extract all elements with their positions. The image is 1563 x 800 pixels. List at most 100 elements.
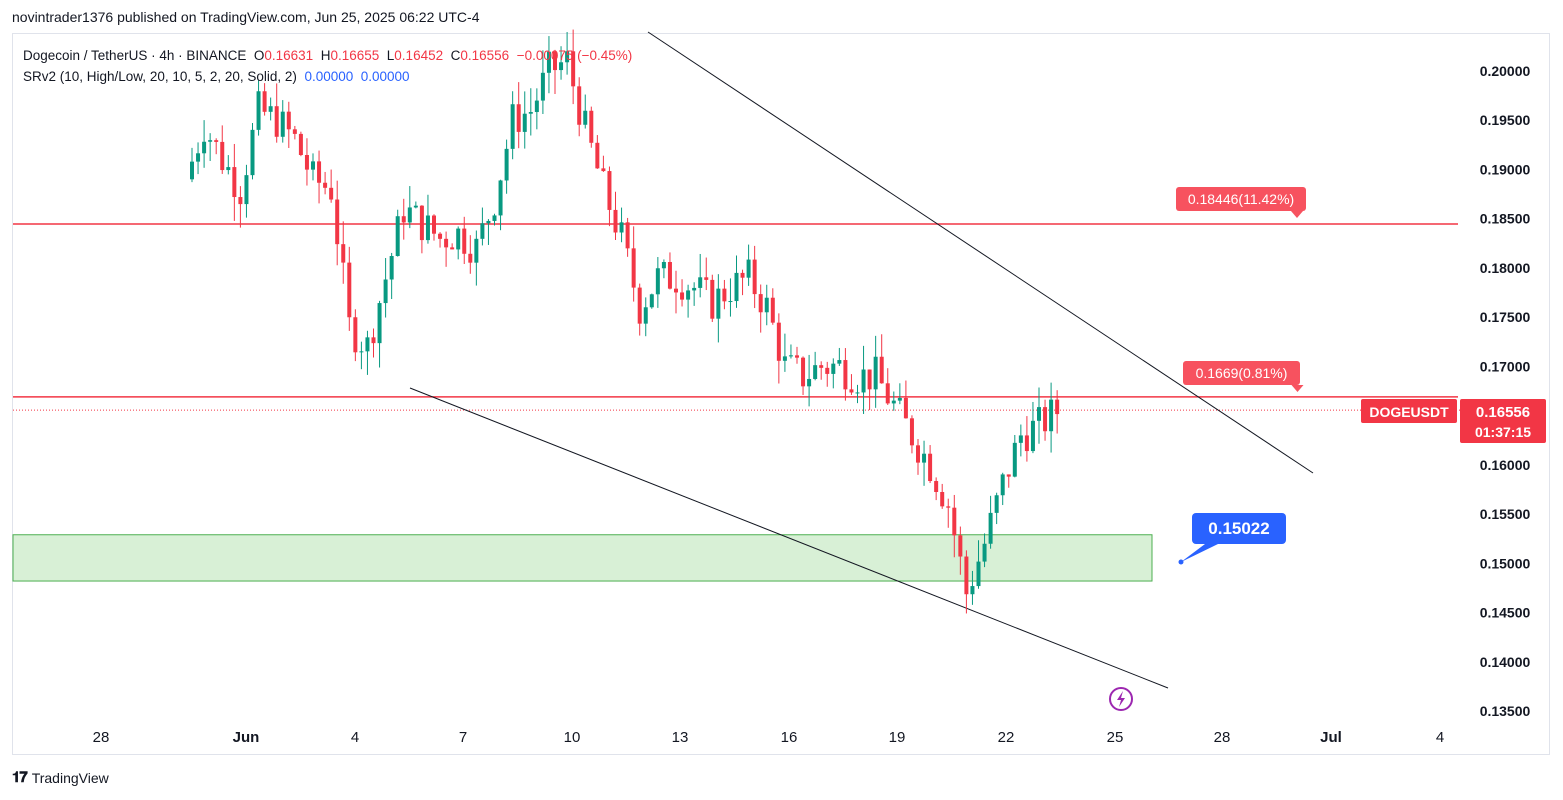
countdown-text: 01:37:15 bbox=[1475, 424, 1531, 440]
candle-body bbox=[903, 397, 908, 419]
candle-body bbox=[946, 506, 951, 508]
last-price-tag-box bbox=[1460, 399, 1546, 443]
candle-body bbox=[764, 297, 769, 313]
legend-high: 0.16655 bbox=[330, 48, 380, 63]
legend-change: −0.00075 (−0.45%) bbox=[516, 48, 633, 63]
candle-body bbox=[432, 215, 436, 234]
target-callout-box bbox=[1192, 513, 1286, 544]
x-tick-label: 4 bbox=[1436, 729, 1444, 746]
candle-body bbox=[516, 104, 521, 132]
candle-body bbox=[655, 268, 660, 295]
y-tick-label: 0.19000 bbox=[1480, 161, 1531, 177]
x-tick-label: 28 bbox=[1214, 729, 1231, 746]
candle-body bbox=[196, 153, 201, 162]
y-tick-label: 0.14000 bbox=[1480, 654, 1531, 670]
x-tick-label: 7 bbox=[459, 729, 467, 746]
candle-body bbox=[928, 453, 933, 482]
candle-body bbox=[256, 91, 261, 130]
candle-body bbox=[801, 357, 806, 387]
candle-body bbox=[425, 215, 430, 241]
candle-body bbox=[317, 161, 322, 183]
candle-body bbox=[631, 248, 636, 288]
x-tick-label: 19 bbox=[889, 729, 906, 746]
candle-body bbox=[444, 238, 449, 248]
candle-body bbox=[220, 141, 225, 171]
candle-body bbox=[819, 365, 824, 368]
candle-body bbox=[1018, 435, 1023, 443]
indicator-value-1: 0.00000 bbox=[304, 69, 354, 84]
candle-body bbox=[782, 356, 787, 361]
x-tick-label: Jun bbox=[233, 729, 260, 746]
falling-wedge-lower-line bbox=[409, 387, 1169, 689]
tradingview-logo[interactable]: 𝟏𝟕 TradingView bbox=[12, 769, 109, 786]
candle-body bbox=[238, 197, 243, 205]
candle-body bbox=[831, 363, 836, 374]
candle-body bbox=[262, 91, 267, 112]
lightning-icon-bolt bbox=[1117, 691, 1125, 707]
candle-body bbox=[462, 228, 467, 254]
candle-body bbox=[674, 288, 678, 293]
candle-body bbox=[232, 167, 237, 198]
candle-body bbox=[1000, 474, 1005, 496]
candle-body bbox=[722, 288, 727, 302]
candle-body bbox=[311, 161, 315, 170]
candle-body bbox=[891, 400, 896, 404]
candle-body bbox=[613, 209, 618, 233]
candle-body bbox=[649, 294, 654, 308]
candle-body bbox=[323, 182, 328, 188]
candle-body bbox=[395, 216, 400, 257]
candle-body bbox=[268, 106, 273, 112]
candle-body bbox=[347, 262, 352, 318]
legend-indicator-row: SRv2 (10, High/Low, 20, 10, 5, 2, 20, So… bbox=[23, 66, 632, 87]
y-tick-label: 0.15500 bbox=[1480, 506, 1531, 522]
candle-body bbox=[770, 297, 775, 323]
candle-body bbox=[504, 148, 509, 181]
candle-body bbox=[1006, 474, 1011, 477]
candle-body bbox=[710, 279, 715, 319]
candle-body bbox=[837, 360, 842, 364]
candle-body bbox=[976, 561, 981, 587]
candle-body bbox=[383, 279, 388, 304]
target-callout-dot bbox=[1178, 559, 1184, 565]
candles-layer bbox=[190, 29, 1060, 614]
candle-body bbox=[407, 207, 412, 223]
candle-body bbox=[583, 110, 588, 125]
candle-body bbox=[190, 161, 194, 180]
candle-body bbox=[377, 303, 382, 344]
candle-body bbox=[202, 141, 207, 154]
legend-symbol[interactable]: Dogecoin / TetherUS · 4h · BINANCE bbox=[23, 48, 247, 63]
candle-body bbox=[619, 222, 624, 233]
candle-body bbox=[922, 453, 927, 463]
candle-body bbox=[885, 383, 890, 404]
candle-body bbox=[304, 155, 309, 170]
candle-body bbox=[274, 106, 279, 137]
x-tick-label: 16 bbox=[781, 729, 798, 746]
legend-o-label: O bbox=[253, 48, 265, 63]
candle-body bbox=[813, 365, 818, 379]
candle-body bbox=[577, 86, 582, 125]
candle-body bbox=[637, 287, 642, 324]
chart-frame bbox=[12, 33, 1550, 755]
symbol-tag-box bbox=[1361, 399, 1457, 423]
x-tick-label: 28 bbox=[93, 729, 110, 746]
candle-body bbox=[1012, 442, 1017, 477]
candle-body bbox=[964, 556, 969, 595]
candle-body bbox=[716, 288, 721, 319]
legend-c-label: C bbox=[450, 48, 461, 63]
legend-symbol-row: Dogecoin / TetherUS · 4h · BINANCE O 0.16… bbox=[23, 45, 632, 66]
candle-body bbox=[244, 175, 249, 205]
last-price-tag-value: 0.16556 bbox=[1476, 404, 1530, 421]
candle-body bbox=[1049, 399, 1054, 432]
candle-body bbox=[468, 253, 473, 263]
level-callout-upper-box bbox=[1176, 187, 1306, 211]
candle-body bbox=[788, 355, 793, 357]
legend-indicator[interactable]: SRv2 (10, High/Low, 20, 10, 5, 2, 20, So… bbox=[23, 69, 297, 84]
candle-body bbox=[474, 238, 479, 263]
publish-line: novintrader1376 published on TradingView… bbox=[12, 9, 480, 25]
candle-body bbox=[559, 62, 564, 71]
candle-body bbox=[540, 72, 545, 101]
level-callout-lower-pointer bbox=[1291, 385, 1304, 392]
falling-wedge-upper-line bbox=[647, 31, 1314, 474]
candle-body bbox=[849, 389, 854, 393]
